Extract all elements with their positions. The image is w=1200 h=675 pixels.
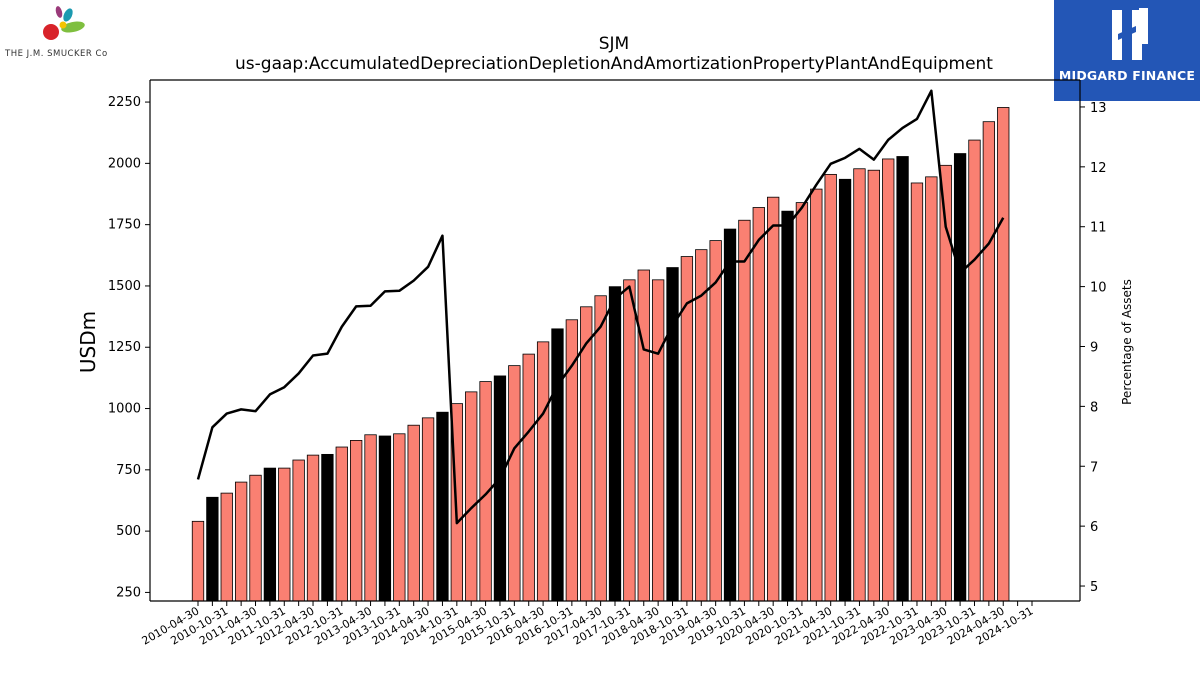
bar <box>867 169 880 602</box>
bar <box>206 496 219 602</box>
bar <box>953 153 967 602</box>
company-logo-text: THE J.M. SMUCKER Co <box>5 49 108 59</box>
bar <box>810 188 823 602</box>
y-tick-label: 1500 <box>108 279 141 294</box>
bar <box>493 375 507 602</box>
bar <box>896 156 909 602</box>
y-tick-label: 2250 <box>108 95 141 110</box>
bar <box>249 474 262 602</box>
bar <box>306 454 320 602</box>
bar-series <box>191 107 1010 602</box>
bar <box>522 353 535 602</box>
bar <box>565 319 579 602</box>
y-tick-label: 500 <box>116 524 141 539</box>
bar <box>508 365 521 602</box>
bar <box>536 341 550 602</box>
chart-subtitle: us-gaap:AccumulatedDepreciationDepletion… <box>235 54 993 74</box>
y2-tick-label: 8 <box>1090 400 1098 415</box>
bar <box>407 424 420 602</box>
bar <box>594 295 607 602</box>
bar <box>982 121 996 602</box>
midgard-logo-icon <box>1112 8 1148 60</box>
bar <box>910 182 924 602</box>
y-tick-label: 1750 <box>108 218 141 233</box>
y2-axis-label: Percentage of Assets <box>1120 279 1134 405</box>
bar <box>335 446 348 602</box>
bar <box>637 269 650 602</box>
bar <box>767 196 780 602</box>
bar <box>738 219 751 602</box>
bar <box>997 107 1010 602</box>
bar <box>551 328 564 602</box>
bar <box>263 467 277 602</box>
bar <box>278 467 291 602</box>
bar <box>853 168 866 602</box>
bar <box>292 459 305 602</box>
smucker-logo-icon <box>43 6 85 40</box>
y-tick-label: 2000 <box>108 156 141 171</box>
y2-tick-label: 6 <box>1090 520 1098 535</box>
y-tick-label: 1250 <box>108 340 141 355</box>
y2-tick-label: 12 <box>1090 161 1107 176</box>
bar <box>838 178 852 602</box>
bar <box>220 492 233 602</box>
y-tick-label: 1000 <box>108 402 141 417</box>
company-logo: THE J.M. SMUCKER Co <box>0 0 130 70</box>
bar <box>608 286 622 602</box>
bar <box>421 417 435 602</box>
bar <box>882 158 895 602</box>
brand-logo: MIDGARD FINANCE <box>1054 0 1200 101</box>
bar <box>393 433 406 602</box>
bar <box>234 481 248 602</box>
bar <box>191 520 205 602</box>
bar <box>795 202 809 602</box>
line-series <box>196 89 1005 525</box>
bar <box>752 207 765 602</box>
bar <box>623 279 636 602</box>
bar <box>465 391 478 602</box>
y-tick-label: 750 <box>116 463 141 478</box>
y2-tick-label: 10 <box>1090 281 1107 296</box>
y2-tick-label: 9 <box>1090 340 1098 355</box>
bar <box>321 453 334 602</box>
bar <box>350 440 363 602</box>
y-axis-label: USDm <box>76 311 100 373</box>
bar <box>824 173 837 602</box>
bar <box>651 279 665 602</box>
y2-tick-label: 11 <box>1090 221 1107 236</box>
bar <box>695 249 708 602</box>
bar <box>781 210 794 602</box>
y2-tick-label: 5 <box>1090 580 1098 595</box>
bar <box>709 240 722 602</box>
y-tick-label: 250 <box>116 585 141 600</box>
y2-tick-label: 7 <box>1090 460 1098 475</box>
y2-tick-label: 13 <box>1090 101 1107 116</box>
bar <box>364 434 377 602</box>
chart-title: SJM <box>599 34 629 54</box>
bar <box>723 228 737 602</box>
bar <box>968 139 981 602</box>
bar <box>925 176 938 602</box>
bar <box>436 411 449 602</box>
bar <box>378 435 392 602</box>
series-line <box>196 89 1005 525</box>
brand-name: MIDGARD FINANCE <box>1058 68 1196 83</box>
